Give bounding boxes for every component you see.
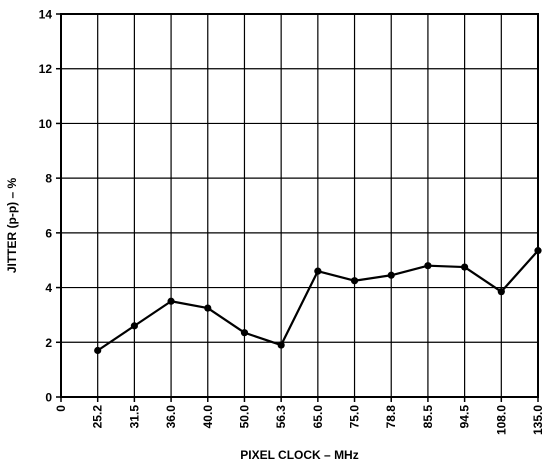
y-tick-label: 6 [45,226,52,240]
data-point [534,247,542,255]
y-tick-label: 14 [39,8,53,22]
data-point [314,267,322,275]
x-tick-label: 75.0 [348,405,362,429]
x-tick-label: 31.5 [127,405,141,429]
data-point [277,341,285,349]
plot-frame [60,13,539,398]
y-tick-label: 0 [45,391,52,405]
data-point [204,304,212,312]
grid-lines [61,14,538,397]
data-point [167,297,175,305]
x-tick-label: 56.3 [274,405,288,429]
y-axis-title: JITTER (p-p) – % [5,178,19,274]
y-tick-label: 8 [45,172,52,186]
x-tick-label: 108.0 [494,405,508,435]
data-point [497,288,505,296]
data-point [130,322,138,330]
data-point [387,271,395,279]
x-tick-label: 85.5 [421,405,435,429]
y-tick-label: 4 [45,281,52,295]
y-tick-label: 10 [39,117,53,131]
data-series [94,247,542,355]
y-axis-ticks: 0 2 4 6 8 10 12 14 [39,8,61,405]
data-point [424,262,432,270]
y-tick-label: 12 [39,62,53,76]
x-tick-label: 40.0 [201,405,215,429]
x-axis-title: PIXEL CLOCK – MHz [240,448,358,462]
x-tick-label: 25.2 [91,405,105,429]
data-point [350,277,359,285]
y-tick-label: 2 [45,336,52,350]
x-tick-label: 94.5 [458,405,472,429]
data-point [94,346,102,355]
x-tick-label: 78.8 [384,405,398,429]
x-tick-label: 50.0 [237,405,251,429]
x-tick-label: 36.0 [164,405,178,429]
data-point [461,263,469,271]
data-point [240,329,249,337]
x-axis-ticks: 0 25.2 31.5 36.0 40.0 50.0 56.3 65.0 75.0 78.8 85.… [54,397,545,435]
x-tick-label: 135.0 [531,405,545,435]
x-tick-label: 65.0 [311,405,325,429]
x-origin-label: 0 [54,405,68,412]
